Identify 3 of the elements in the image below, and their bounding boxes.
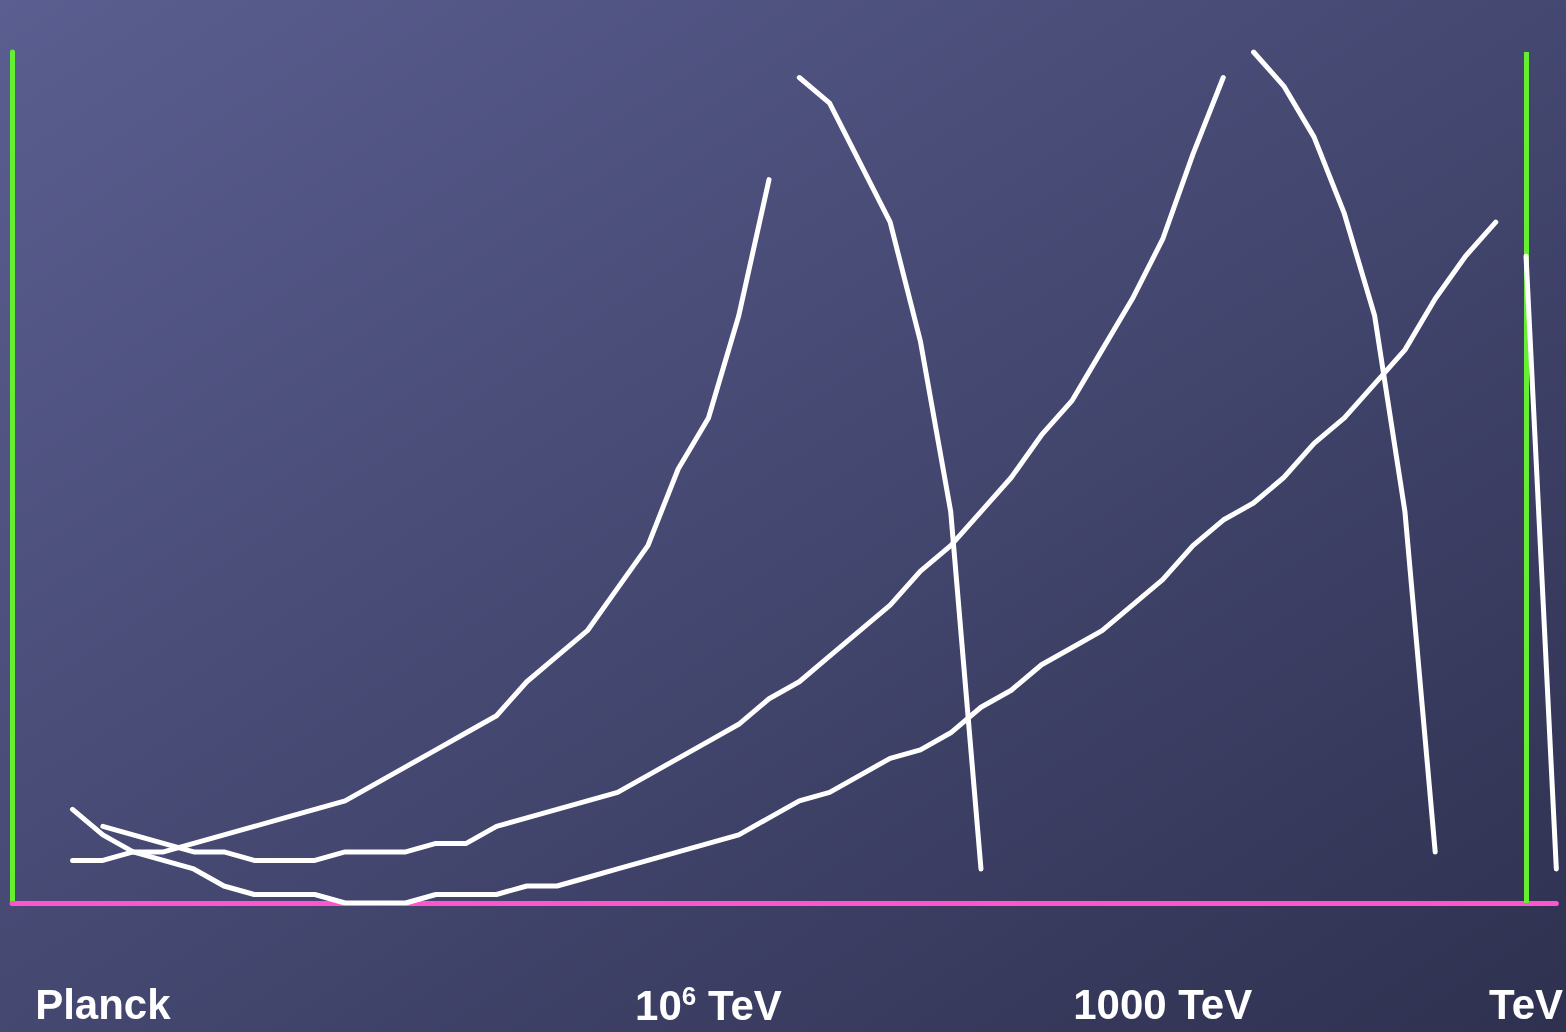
x-tick-label: TeV [1489,980,1564,1028]
x-tick-label: 1000 TeV [1073,980,1253,1028]
x-tick-label: Planck [35,980,172,1028]
